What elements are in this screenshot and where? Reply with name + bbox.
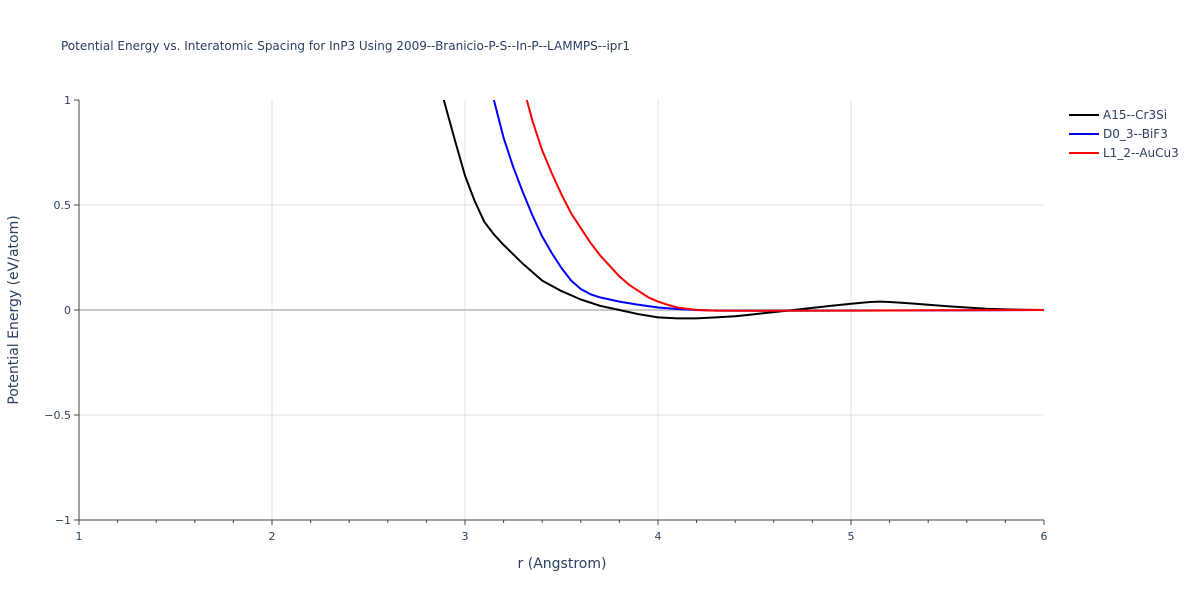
y-axis-title: Potential Energy (eV/atom) bbox=[6, 215, 22, 404]
legend-label: L1_2--AuCu3 bbox=[1103, 146, 1179, 160]
series-line-2 bbox=[525, 100, 1044, 312]
x-axis-title: r (Angstrom) bbox=[518, 556, 607, 572]
y-tick-label: 1 bbox=[64, 94, 71, 107]
x-axis-ticks: 1 2 3 4 5 6 bbox=[76, 520, 1048, 543]
x-tick-label: 5 bbox=[848, 530, 855, 543]
y-axis-ticks: −1 −0.5 0 0.5 1 bbox=[44, 94, 79, 527]
legend-label: D0_3--BiF3 bbox=[1103, 127, 1168, 141]
y-tick-label: −1 bbox=[55, 514, 71, 527]
x-tick-label: 2 bbox=[269, 530, 276, 543]
legend[interactable]: A15--Cr3Si D0_3--BiF3 L1_2--AuCu3 bbox=[1069, 108, 1179, 160]
legend-label: A15--Cr3Si bbox=[1103, 108, 1167, 122]
chart-title: Potential Energy vs. Interatomic Spacing… bbox=[61, 39, 630, 53]
legend-item-1[interactable]: D0_3--BiF3 bbox=[1069, 127, 1168, 141]
legend-item-0[interactable]: A15--Cr3Si bbox=[1069, 108, 1167, 122]
plot-area bbox=[442, 100, 1044, 320]
series-line-0 bbox=[442, 100, 1044, 320]
x-tick-label: 4 bbox=[655, 530, 662, 543]
x-tick-label: 6 bbox=[1041, 530, 1048, 543]
x-tick-label: 1 bbox=[76, 530, 83, 543]
legend-item-2[interactable]: L1_2--AuCu3 bbox=[1069, 146, 1179, 160]
x-tick-label: 3 bbox=[462, 530, 469, 543]
y-tick-label: 0.5 bbox=[54, 199, 72, 212]
y-tick-label: 0 bbox=[64, 304, 71, 317]
y-tick-label: −0.5 bbox=[44, 409, 71, 422]
